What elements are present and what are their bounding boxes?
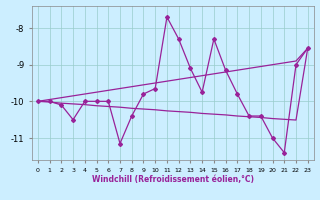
X-axis label: Windchill (Refroidissement éolien,°C): Windchill (Refroidissement éolien,°C): [92, 175, 254, 184]
